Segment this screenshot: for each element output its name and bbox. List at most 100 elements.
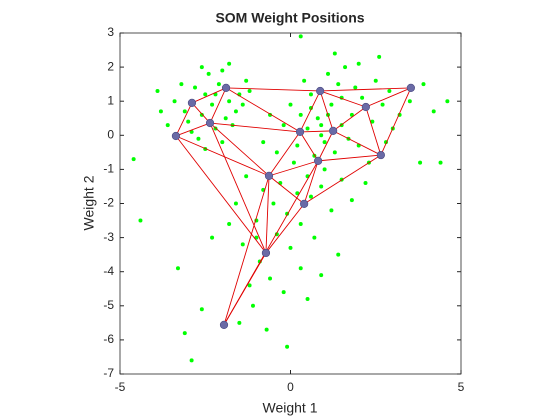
y-tick-label: -3 bbox=[103, 230, 114, 244]
data-point bbox=[370, 119, 375, 124]
neuron-link bbox=[320, 87, 411, 92]
y-tick-label: -5 bbox=[103, 298, 114, 312]
data-point bbox=[373, 78, 378, 83]
data-point bbox=[264, 327, 269, 332]
data-point bbox=[363, 181, 368, 186]
neuron-link bbox=[268, 160, 319, 177]
data-point bbox=[199, 65, 204, 70]
data-point bbox=[175, 266, 180, 271]
data-point bbox=[237, 320, 242, 325]
neuron bbox=[295, 127, 305, 136]
neuron bbox=[264, 171, 274, 180]
neuron-link bbox=[317, 130, 334, 162]
neuron-link bbox=[319, 90, 334, 132]
data-point bbox=[227, 99, 232, 104]
data-point bbox=[227, 221, 232, 226]
neuron-link bbox=[191, 87, 227, 104]
data-point bbox=[210, 102, 215, 107]
data-point bbox=[227, 61, 232, 66]
data-point bbox=[308, 194, 313, 199]
neuron-link bbox=[268, 131, 301, 177]
neuron-link bbox=[175, 135, 270, 177]
data-point bbox=[131, 157, 136, 162]
data-point bbox=[418, 160, 423, 165]
data-point bbox=[138, 218, 143, 223]
neuron bbox=[406, 83, 415, 93]
data-point bbox=[165, 123, 170, 128]
neuron bbox=[329, 126, 338, 135]
neuron-link bbox=[209, 87, 227, 124]
data-point bbox=[332, 150, 337, 155]
x-tick-label: 0 bbox=[287, 380, 294, 394]
y-axis-label: Weight 2 bbox=[81, 175, 97, 230]
data-point bbox=[421, 82, 426, 87]
neuron-link bbox=[265, 175, 270, 253]
data-point bbox=[206, 71, 211, 76]
data-point bbox=[336, 82, 341, 87]
data-point bbox=[186, 119, 191, 124]
data-point bbox=[308, 92, 313, 97]
data-point bbox=[319, 273, 324, 278]
neuron-link bbox=[225, 87, 301, 133]
data-point bbox=[295, 191, 300, 196]
data-point bbox=[203, 92, 208, 97]
data-point bbox=[326, 71, 331, 76]
neuron-link bbox=[191, 102, 211, 124]
neuron-link bbox=[209, 122, 301, 133]
data-point bbox=[220, 140, 225, 145]
data-point bbox=[332, 51, 337, 56]
neuron-link bbox=[365, 106, 382, 156]
neuron bbox=[314, 156, 323, 165]
neuron bbox=[205, 118, 215, 128]
data-point bbox=[356, 61, 361, 66]
data-point bbox=[288, 102, 293, 107]
data-point bbox=[360, 95, 365, 100]
data-point bbox=[438, 160, 443, 165]
data-point bbox=[302, 78, 307, 83]
data-point bbox=[247, 283, 252, 288]
data-point bbox=[319, 123, 324, 128]
data-point bbox=[298, 112, 303, 117]
x-tick-label: -5 bbox=[115, 380, 126, 394]
data-point bbox=[193, 85, 198, 90]
data-point bbox=[271, 201, 276, 206]
data-point bbox=[312, 235, 317, 240]
neuron bbox=[261, 248, 271, 258]
data-point bbox=[274, 150, 279, 155]
neuron-link bbox=[303, 160, 319, 204]
neuron-link bbox=[332, 130, 382, 156]
data-point bbox=[223, 116, 228, 121]
neuron-link bbox=[226, 87, 321, 92]
data-point bbox=[250, 303, 255, 308]
neuron-link bbox=[300, 130, 334, 133]
data-point bbox=[305, 296, 310, 301]
neuron-link bbox=[223, 160, 319, 326]
x-tick-label: 5 bbox=[458, 380, 465, 394]
data-point bbox=[281, 290, 286, 295]
data-point bbox=[261, 140, 266, 145]
data-point bbox=[387, 88, 392, 93]
data-point bbox=[298, 221, 303, 226]
y-tick-label: -2 bbox=[103, 196, 114, 210]
data-point bbox=[343, 65, 348, 70]
data-point bbox=[233, 201, 238, 206]
data-point bbox=[431, 109, 436, 114]
neuron-link bbox=[209, 122, 270, 177]
neuron bbox=[376, 150, 385, 160]
data-point bbox=[182, 109, 187, 114]
neuron-link bbox=[380, 87, 412, 156]
data-point bbox=[319, 133, 324, 138]
data-point bbox=[244, 174, 249, 179]
neuron-link bbox=[332, 106, 367, 132]
data-point bbox=[285, 344, 290, 349]
data-point bbox=[329, 208, 334, 213]
data-point bbox=[155, 88, 160, 93]
y-tick-label: -1 bbox=[103, 162, 114, 176]
data-point bbox=[377, 54, 382, 59]
data-point bbox=[240, 102, 245, 107]
data-point bbox=[172, 99, 177, 104]
data-point bbox=[319, 184, 324, 189]
data-point bbox=[407, 99, 412, 104]
data-point bbox=[210, 235, 215, 240]
